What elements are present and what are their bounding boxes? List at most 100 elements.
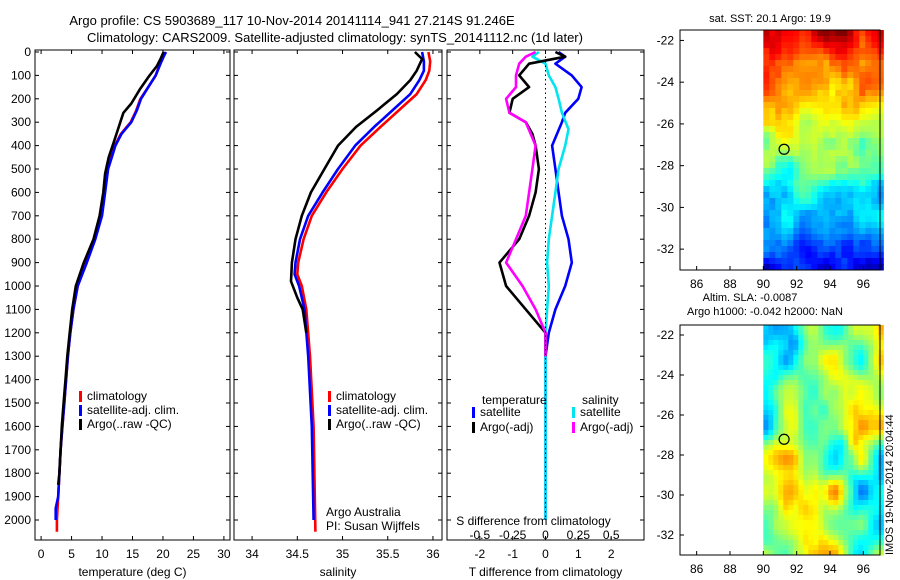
sst_map-ytick-label: -24 bbox=[657, 75, 675, 89]
diff-legend-swatch bbox=[472, 407, 475, 418]
diff-xlabel-top: S difference from climatology bbox=[456, 514, 611, 528]
diff-top-tick-label: 0 bbox=[542, 528, 549, 542]
sla_map-ytick-label: -30 bbox=[657, 488, 675, 502]
temperature-xtick-label: 25 bbox=[187, 547, 201, 561]
depth-tick-label: 700 bbox=[11, 209, 31, 223]
sst_map-argo-marker bbox=[778, 143, 790, 155]
diff-legend-label: satellite bbox=[580, 405, 621, 419]
salinity-legend-label: Argo(..raw -QC) bbox=[336, 417, 421, 431]
title-line1: Argo profile: CS 5903689_117 10-Nov-2014… bbox=[69, 13, 515, 28]
temperature-xtick-label: 0 bbox=[38, 547, 45, 561]
depth-tick-label: 1500 bbox=[4, 396, 31, 410]
sla_map-xtick-label: 96 bbox=[857, 562, 871, 576]
diff-legend-header-temperature: temperature bbox=[482, 393, 547, 407]
depth-tick-label: 1600 bbox=[4, 419, 31, 433]
diff-legend-label: satellite bbox=[480, 405, 521, 419]
depth-tick-label: 500 bbox=[11, 162, 31, 176]
sla_map-xtick-label: 86 bbox=[690, 562, 704, 576]
difference-series-temperature-satellite bbox=[544, 50, 583, 520]
salinity-xtick-label: 36 bbox=[426, 547, 440, 561]
sst_map-ytick-label: -22 bbox=[657, 33, 675, 47]
sst_map-xtick-label: 86 bbox=[690, 277, 704, 291]
panel-difference: -2 -1 0 1 2 T difference from climatology temp… bbox=[446, 49, 645, 579]
depth-tick-label: 900 bbox=[11, 256, 31, 270]
depth-tick-label: 1400 bbox=[4, 373, 31, 387]
salinity-legend-swatch bbox=[328, 391, 331, 402]
sst_map-xtick-label: 94 bbox=[823, 277, 837, 291]
temperature-xlabel: temperature (deg C) bbox=[78, 565, 186, 579]
sla_map-argo-marker bbox=[778, 433, 790, 445]
temperature-legend-label: climatology bbox=[87, 389, 147, 403]
salinity-legend-swatch bbox=[328, 419, 331, 430]
sla_map-frame bbox=[679, 324, 881, 556]
depth-tick-label: 800 bbox=[11, 232, 31, 246]
depth-tick-label: 1100 bbox=[5, 302, 31, 316]
temperature-legend-swatch bbox=[79, 405, 82, 416]
diff-legend-label: Argo(-adj) bbox=[580, 420, 633, 434]
temperature-series-argo-raw-qc- bbox=[56, 51, 165, 486]
diff-top-tick-label: 0.25 bbox=[567, 528, 591, 542]
salinity-xlabel: salinity bbox=[320, 565, 357, 579]
sla_map-title: Altim. SLA: -0.0087 bbox=[703, 292, 798, 304]
diff-legend-swatch bbox=[572, 407, 575, 418]
salinity-legend-swatch bbox=[328, 405, 331, 416]
sst_map-ytick-label: -28 bbox=[657, 159, 675, 173]
sla_map-xtick-label: 94 bbox=[823, 562, 837, 576]
sst_map-ytick-label: -32 bbox=[657, 242, 675, 256]
sst_map-xtick-label: 90 bbox=[757, 277, 771, 291]
difference-xlabel: T difference from climatology bbox=[469, 565, 623, 579]
diff-top-tick-label: -0.5 bbox=[469, 528, 490, 542]
difference-series-salinity-satellite bbox=[531, 50, 570, 520]
sst_map-cells bbox=[763, 30, 884, 271]
sla_map-ytick-label: -24 bbox=[657, 368, 675, 382]
temperature-legend-swatch bbox=[79, 391, 82, 402]
depth-tick-label: 1200 bbox=[4, 326, 31, 340]
sst_map-title: sat. SST: 20.1 Argo: 19.9 bbox=[709, 13, 831, 25]
temperature-legend-swatch bbox=[79, 419, 82, 430]
depth-tick-label: 1800 bbox=[4, 466, 31, 480]
sla_map-subtitle: Argo h1000: -0.042 h2000: NaN bbox=[687, 306, 843, 318]
difference-series-salinity-argo-adj- bbox=[504, 50, 547, 357]
salinity-series-climatology bbox=[295, 51, 432, 532]
diff-legend-swatch bbox=[572, 422, 575, 433]
salinity-frame bbox=[233, 49, 443, 541]
salinity-series-argo-raw-qc- bbox=[289, 51, 424, 333]
title-line2: Climatology: CARS2009. Satellite-adjuste… bbox=[87, 30, 583, 45]
sst_map-frame bbox=[679, 29, 881, 271]
sla_map-cells bbox=[763, 325, 884, 556]
panel-salinity: 34 34.5 35 35.5 36 salinity climatologysatelli… bbox=[233, 49, 443, 579]
temperature-xtick-label: 15 bbox=[126, 547, 140, 561]
sst_map-ytick-label: -30 bbox=[657, 200, 675, 214]
depth-tick-label: 1300 bbox=[4, 349, 31, 363]
depth-tick-label: 600 bbox=[11, 185, 31, 199]
depth-tick-label: 400 bbox=[11, 139, 31, 153]
temperature-xtick-label: 30 bbox=[217, 547, 231, 561]
salinity-xtick-label: 34 bbox=[245, 547, 259, 561]
depth-tick-label: 0 bbox=[24, 45, 31, 59]
sla_map-xtick-label: 88 bbox=[723, 562, 737, 576]
plots: 0100200300400500600700800900100011001200… bbox=[4, 13, 884, 579]
diff-legend-header-salinity: salinity bbox=[582, 393, 619, 407]
depth-tick-label: 1000 bbox=[4, 279, 31, 293]
sst_map-xtick-label: 96 bbox=[857, 277, 871, 291]
difference-xtick-label: -2 bbox=[474, 547, 485, 561]
temperature-legend-label: satellite-adj. clim. bbox=[87, 403, 179, 417]
temperature-xtick-label: 20 bbox=[156, 547, 170, 561]
temperature-series-satellite-adj-clim- bbox=[54, 51, 168, 520]
temperature-xtick-label: 10 bbox=[95, 547, 109, 561]
depth-tick-label: 200 bbox=[11, 92, 31, 106]
salinity-xtick-label: 35.5 bbox=[376, 547, 400, 561]
sla_map-xtick-label: 90 bbox=[757, 562, 771, 576]
depth-tick-label: 2000 bbox=[4, 513, 31, 527]
salinity-legend-label: satellite-adj. clim. bbox=[336, 403, 428, 417]
panel-temperature: 0100200300400500600700800900100011001200… bbox=[4, 45, 231, 579]
diff-top-tick-label: 0.5 bbox=[603, 528, 620, 542]
sla_map-xtick-label: 92 bbox=[790, 562, 804, 576]
sla_map-ytick-label: -26 bbox=[657, 408, 675, 422]
imos-watermark: IMOS 19-Nov-2014 20:04:44 bbox=[884, 414, 896, 555]
panel-sst_map: 86 88 90 92 94 96 -22 -24 -26 -28 -30 -32 sat. SST: … bbox=[657, 13, 884, 291]
sla_map-ytick-label: -22 bbox=[657, 328, 675, 342]
diff-top-tick-label: -0.25 bbox=[499, 528, 527, 542]
credit-line: Argo Australia bbox=[326, 505, 401, 519]
